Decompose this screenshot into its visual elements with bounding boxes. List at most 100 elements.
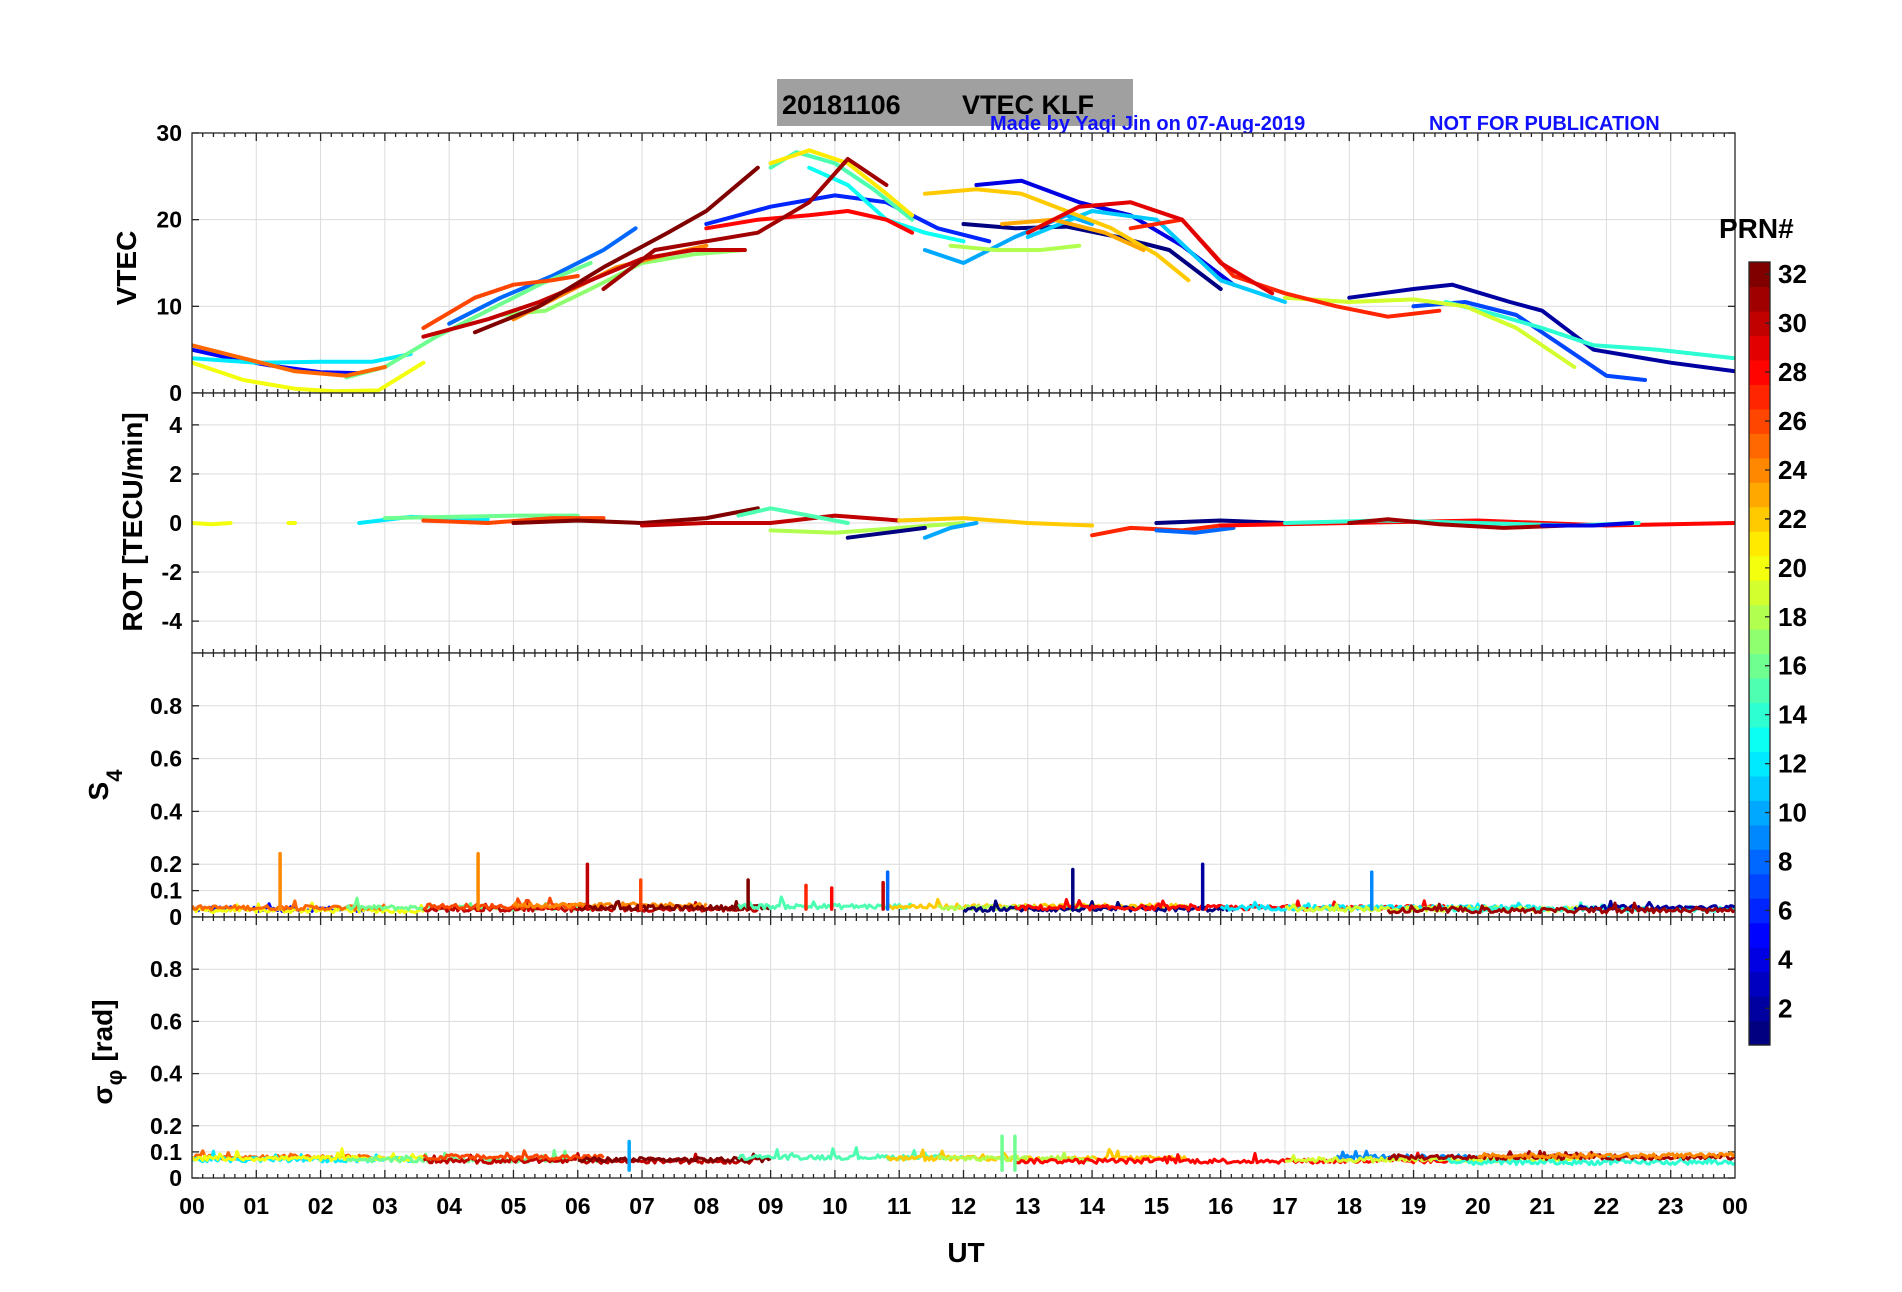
colorbar-segment: [1749, 677, 1770, 704]
colorbar-segment: [1749, 384, 1770, 410]
colorbar-segment: [1749, 653, 1770, 679]
series-prn-24: [512, 901, 708, 909]
series-prn-15: [736, 506, 850, 525]
rot-panel: -4 -2 0 2 4: [162, 392, 1736, 654]
series-prn-29: [1025, 200, 1275, 296]
series-prn-1: [1154, 518, 1287, 525]
colorbar-segment: [1749, 800, 1770, 826]
series-prn-1: [845, 525, 927, 540]
colorbar-segment: [1749, 286, 1770, 312]
y-tick-label: -4: [162, 608, 183, 634]
colorbar-segment: [1749, 335, 1770, 361]
series-prn-19: [1283, 295, 1577, 369]
series-prn-23: [1000, 217, 1146, 252]
colorbar-tick-label: 16: [1778, 651, 1807, 681]
y-tick-label: 0: [169, 380, 182, 406]
colorbar-segment: [1749, 262, 1770, 288]
series-prn-32: [472, 165, 760, 335]
y-tick-label: 30: [156, 120, 182, 146]
series-prn-26: [422, 1149, 605, 1161]
colorbar-segment: [1749, 726, 1770, 752]
x-tick-label: 13: [1015, 1193, 1041, 1219]
series-prn-20: [192, 521, 233, 527]
colorbar-tick-label: 30: [1778, 308, 1807, 338]
x-tick-label: 04: [436, 1193, 462, 1219]
series-prn-12: [192, 352, 413, 365]
colorbar-segment: [1749, 433, 1770, 459]
y-tick-label: 20: [156, 207, 182, 233]
sigma-phi-ylabel-sub: φ: [102, 1070, 127, 1086]
series-prn-15: [737, 1146, 965, 1161]
series-prn-11: [1025, 209, 1287, 304]
series-prn-10: [922, 521, 979, 540]
series-prn-26: [421, 274, 580, 330]
colorbar-tick-label: 2: [1778, 993, 1792, 1023]
series-prn-28: [704, 209, 915, 235]
vtec-ylabel: VTEC: [111, 231, 142, 306]
series-group: [192, 148, 1735, 393]
y-tick-label: 2: [169, 461, 182, 487]
y-tick-label: 0.6: [150, 1008, 182, 1034]
colorbar-segment: [1749, 775, 1770, 801]
x-tick-label: 21: [1529, 1193, 1555, 1219]
y-tick-label: 0.4: [150, 1061, 182, 1087]
x-tick-label: 17: [1272, 1193, 1298, 1219]
x-tick-label: 18: [1336, 1193, 1362, 1219]
y-tick-label: 0: [169, 1165, 182, 1191]
colorbar-segment: [1749, 1020, 1770, 1046]
colorbar-segment: [1749, 824, 1770, 850]
x-tick-label: 00: [1722, 1193, 1748, 1219]
series-prn-30: [421, 248, 747, 339]
colorbar-segment: [1749, 751, 1770, 777]
series-prn-31: [1386, 901, 1735, 915]
colorbar-segment: [1749, 849, 1770, 875]
s4-ylabel-main: S: [83, 782, 114, 801]
series-prn-18: [768, 521, 966, 535]
colorbar-segment: [1749, 996, 1770, 1022]
x-tick-label: 15: [1144, 1193, 1170, 1219]
y-tick-label: 0.4: [150, 798, 182, 824]
series-prn-32: [577, 899, 772, 912]
series-prn-19: [1284, 1153, 1581, 1164]
s4-ylabel-sub: 4: [102, 769, 127, 782]
colorbar-segment: [1749, 359, 1770, 385]
colorbar-tick-label: 24: [1778, 455, 1807, 485]
series-prn-25: [192, 343, 387, 378]
y-tick-label: -2: [162, 559, 182, 585]
series-prn-1: [961, 222, 1223, 291]
series-prn-2: [1347, 282, 1735, 374]
y-tick-label: 0.8: [150, 956, 182, 982]
colorbar-segment: [1749, 971, 1770, 997]
colorbar-segment: [1749, 947, 1770, 973]
series-group: [192, 506, 1735, 540]
series-prn-31: [1387, 1149, 1735, 1161]
series-prn-20: [192, 360, 426, 393]
y-tick-label: 4: [169, 412, 182, 438]
series-prn-32: [511, 506, 760, 525]
colorbar-segment: [1749, 922, 1770, 948]
colorbar-tick-label: 6: [1778, 895, 1792, 925]
x-tick-label: 08: [694, 1193, 720, 1219]
colorbar-tick-label: 32: [1778, 259, 1807, 289]
series-prn-21: [768, 148, 915, 218]
colorbar-tick-label: 12: [1778, 749, 1807, 779]
colorbar-segment: [1749, 580, 1770, 606]
axes-frame: [191, 916, 1736, 1179]
colorbar-segment: [1749, 506, 1770, 532]
x-tick-label: 12: [951, 1193, 977, 1219]
series-prn-20: [192, 901, 425, 915]
x-tick-label: 19: [1401, 1193, 1427, 1219]
series-prn-31: [601, 157, 889, 291]
colorbar-segment: [1749, 604, 1770, 630]
colorbar-segment: [1749, 408, 1770, 434]
s4-ylabel: S4: [83, 769, 127, 801]
sigma-phi-ylabel: σφ [rad]: [87, 999, 127, 1104]
colorbar-segment: [1749, 898, 1770, 924]
x-tick-label: 20: [1465, 1193, 1491, 1219]
x-tick-label: 07: [629, 1193, 655, 1219]
series-prn-17: [498, 248, 747, 317]
vtec-panel: 0 10 20 30: [156, 120, 1736, 406]
series-prn-8: [1154, 525, 1236, 535]
